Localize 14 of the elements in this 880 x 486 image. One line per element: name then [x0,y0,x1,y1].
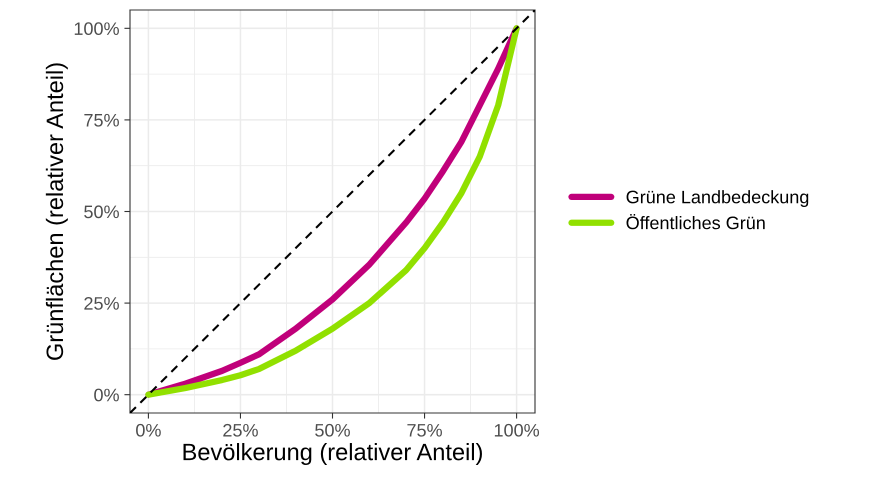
x-tick-label: 100% [494,424,540,437]
y-tick-label: 0% [94,388,119,402]
x-axis-title: Bevölkerung (relativer Anteil) [184,443,482,466]
y-tick-label: 75% [84,114,119,127]
y-tick-label: 25% [84,297,119,310]
legend-label: Öffentliches Grün [626,214,765,230]
y-tick-label: 50% [84,205,119,218]
y-tick-label: 100% [74,22,119,36]
x-tick-label: 0% [136,424,161,437]
y-axis-title: Grünflächen (relativer Anteil) [46,63,68,360]
x-tick-label: 50% [315,424,350,437]
x-tick-label: 25% [223,424,258,437]
x-tick-label: 75% [407,424,442,437]
legend-label: Grüne Landbedeckung [626,190,808,207]
